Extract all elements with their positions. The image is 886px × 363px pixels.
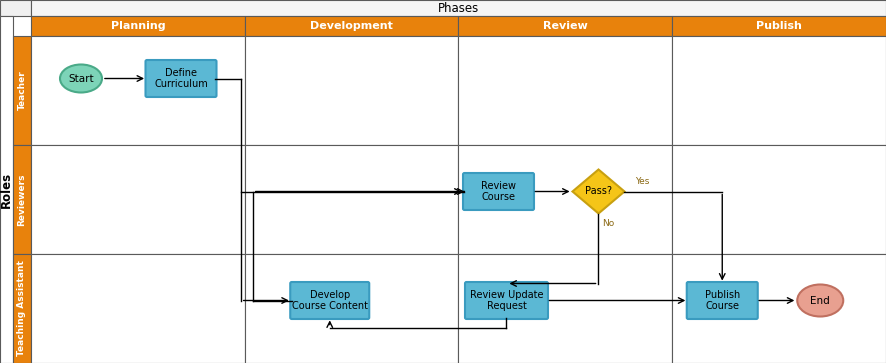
Bar — [245, 36, 458, 145]
Bar — [31, 254, 245, 363]
Bar — [31, 16, 245, 36]
Polygon shape — [572, 170, 625, 213]
Bar — [31, 145, 245, 254]
Text: Review Update
Request: Review Update Request — [470, 290, 543, 311]
Text: Roles: Roles — [0, 171, 13, 208]
FancyBboxPatch shape — [145, 60, 216, 97]
Bar — [245, 254, 458, 363]
Bar — [458, 36, 672, 145]
Text: Reviewers: Reviewers — [18, 173, 27, 226]
Text: Phases: Phases — [438, 1, 479, 15]
Text: End: End — [811, 295, 830, 306]
Text: Publish
Course: Publish Course — [704, 290, 740, 311]
Ellipse shape — [797, 285, 843, 317]
Bar — [245, 145, 458, 254]
Bar — [13, 145, 31, 254]
Text: No: No — [602, 219, 615, 228]
FancyBboxPatch shape — [687, 282, 758, 319]
Bar — [13, 254, 31, 363]
FancyBboxPatch shape — [465, 282, 548, 319]
Text: Development: Development — [310, 21, 393, 31]
Text: Teacher: Teacher — [18, 71, 27, 110]
Bar — [245, 16, 458, 36]
Bar — [31, 36, 245, 145]
Text: Teaching Assistant: Teaching Assistant — [18, 261, 27, 356]
Text: Planning: Planning — [111, 21, 165, 31]
Text: Review
Course: Review Course — [481, 181, 516, 202]
Ellipse shape — [60, 65, 102, 93]
Bar — [458, 16, 672, 36]
Bar — [0, 16, 13, 363]
Bar — [0, 0, 31, 16]
Text: Start: Start — [68, 73, 94, 83]
Text: Define
Curriculum: Define Curriculum — [154, 68, 208, 89]
Text: Yes: Yes — [635, 178, 649, 187]
Bar — [672, 16, 886, 36]
Text: Pass?: Pass? — [585, 187, 612, 196]
FancyBboxPatch shape — [291, 282, 369, 319]
Bar — [458, 254, 672, 363]
Bar — [672, 36, 886, 145]
Text: Publish: Publish — [756, 21, 802, 31]
Text: Review: Review — [543, 21, 587, 31]
Bar — [13, 36, 31, 145]
FancyBboxPatch shape — [463, 173, 534, 210]
Bar — [672, 145, 886, 254]
Bar — [31, 0, 886, 16]
Bar — [672, 254, 886, 363]
Bar — [458, 145, 672, 254]
Text: Develop
Course Content: Develop Course Content — [291, 290, 368, 311]
